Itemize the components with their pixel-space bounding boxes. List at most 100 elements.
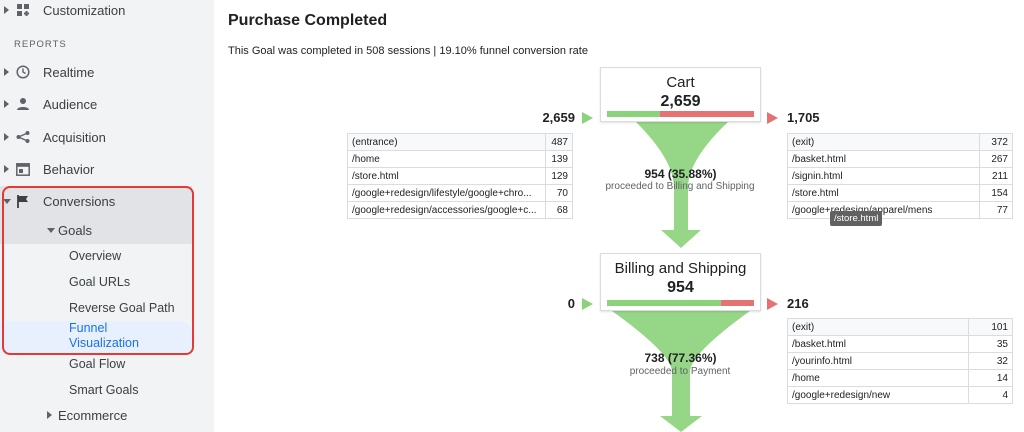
- stage-count: 954: [667, 279, 694, 296]
- value-cell: 154: [978, 184, 1014, 202]
- page-cell: /basket.html: [786, 335, 970, 353]
- entry-arrow-icon: [582, 112, 593, 124]
- table-row[interactable]: /basket.html 35: [786, 335, 1013, 353]
- flag-icon: [16, 194, 30, 208]
- stage-progress-fill: [607, 111, 660, 117]
- stage-exits: 216: [787, 296, 809, 311]
- page-title: Purchase Completed: [228, 12, 388, 29]
- sidebar-item-customization[interactable]: Customization: [0, 0, 214, 24]
- sidebar-item-label: Audience: [43, 96, 98, 112]
- page-cell: /google+redesign/new: [786, 386, 970, 404]
- goal-summary: This Goal was completed in 508 sessions …: [228, 45, 588, 57]
- page-cell: (exit): [787, 133, 980, 151]
- table-row[interactable]: /yourinfo.html 32: [786, 352, 1013, 370]
- table-row[interactable]: /store.html 154: [787, 184, 1014, 202]
- chevron-right-icon: [4, 68, 9, 76]
- table-row[interactable]: /signin.html 211: [787, 167, 1014, 185]
- chevron-down-icon: [47, 227, 55, 233]
- funnel-stage-billing-and-shipping[interactable]: Billing and Shipping 954: [600, 253, 761, 311]
- sidebar-item-goals[interactable]: Goals: [0, 216, 214, 244]
- table-row[interactable]: /store.html 129: [346, 167, 573, 185]
- table-row[interactable]: /home 139: [346, 150, 573, 168]
- sidebar-item-ecommerce[interactable]: Ecommerce: [0, 401, 214, 429]
- page-cell: /signin.html: [787, 167, 980, 185]
- value-cell: 14: [968, 369, 1013, 387]
- table-row[interactable]: /google+redesign/accessories/google+c...…: [346, 201, 573, 219]
- value-cell: 372: [978, 133, 1014, 151]
- sidebar-item-label: Realtime: [43, 64, 95, 80]
- page-cell: /store.html: [346, 167, 547, 185]
- page-cell: /yourinfo.html: [786, 352, 970, 370]
- value-cell: 129: [545, 167, 573, 185]
- goals-section-bg: [0, 216, 192, 244]
- sidebar-item-audience[interactable]: Audience: [0, 90, 214, 118]
- value-cell: 70: [545, 184, 573, 202]
- behavior-icon: [16, 162, 30, 176]
- stage-exits: 1,705: [787, 110, 820, 125]
- value-cell: 487: [545, 133, 573, 151]
- value-cell: 267: [978, 150, 1014, 168]
- page-cell: /google+redesign/apparel/mens: [787, 201, 980, 219]
- funnel-flow-shape-1: [636, 122, 728, 248]
- sidebar-item-conversions[interactable]: Conversions: [0, 187, 214, 215]
- page-cell: /google+redesign/accessories/google+c...: [346, 201, 547, 219]
- table-row[interactable]: (entrance) 487: [346, 133, 573, 151]
- value-cell: 77: [978, 201, 1014, 219]
- table-row[interactable]: /google+redesign/lifestyle/google+chro..…: [346, 184, 573, 202]
- page-cell: (entrance): [346, 133, 547, 151]
- entrance-pages-table: (entrance) 487 /home 139 /store.html 129 /g…: [346, 133, 573, 219]
- stage-count: 2,659: [660, 93, 701, 110]
- sidebar-item-goal-flow[interactable]: Goal Flow: [69, 357, 126, 371]
- table-row[interactable]: /google+redesign/new 4: [786, 386, 1013, 404]
- exit-pages-table: (exit) 372 /basket.html 267 /signin.html 21…: [787, 133, 1014, 219]
- sidebar-item-goal-urls[interactable]: Goal URLs: [69, 275, 131, 289]
- table-row[interactable]: /home 14: [786, 369, 1013, 387]
- stage-name: Billing and Shipping: [614, 260, 747, 277]
- exit-arrow-icon: [767, 298, 778, 310]
- sidebar-item-realtime[interactable]: Realtime: [0, 58, 214, 86]
- clock-icon: [16, 65, 30, 79]
- acquisition-icon: [16, 130, 30, 144]
- table-row[interactable]: /google+redesign/apparel/mens 77: [787, 201, 1014, 219]
- sidebar-item-acquisition[interactable]: Acquisition: [0, 123, 214, 151]
- sidebar-item-label: Conversions: [43, 193, 116, 209]
- value-cell: 35: [968, 335, 1013, 353]
- sidebar-item-label: Customization: [43, 2, 126, 18]
- sidebar-item-label: Acquisition: [43, 129, 106, 145]
- sidebar-item-overview[interactable]: Overview: [69, 249, 122, 263]
- sidebar-item-label: Behavior: [43, 161, 95, 177]
- page-cell: /google+redesign/lifestyle/google+chro..…: [346, 184, 547, 202]
- sidebar-item-funnel-visualization[interactable]: Funnel Visualization: [69, 321, 139, 350]
- table-row[interactable]: (exit) 372: [787, 133, 1014, 151]
- page-cell: /basket.html: [787, 150, 980, 168]
- proceed-percentage: 738 (77.36%): [644, 351, 717, 365]
- active-item-bg: [0, 321, 195, 354]
- funnel-stage-cart[interactable]: Cart 2,659: [600, 67, 761, 122]
- page-cell: (exit): [786, 318, 970, 336]
- table-row[interactable]: /basket.html 267: [787, 150, 1014, 168]
- chevron-down-icon: [3, 198, 11, 204]
- stage-progress-bar: [607, 300, 754, 306]
- exit-arrow-icon: [767, 112, 778, 124]
- stage-entries: 0: [567, 296, 575, 311]
- stage-progress-fill: [607, 300, 721, 306]
- chevron-right-icon: [4, 165, 9, 173]
- sidebar-item-label: Goals: [58, 222, 92, 238]
- proceed-description: proceeded to Billing and Shipping: [605, 181, 755, 192]
- stage-name: Cart: [666, 74, 695, 91]
- funnel-flow-shape-2: [612, 311, 750, 432]
- dashboard-icon: [16, 3, 30, 17]
- proceed-percentage: 954 (35.88%): [644, 167, 717, 181]
- chevron-right-icon: [47, 411, 52, 419]
- sidebar-item-label: Ecommerce: [58, 407, 128, 423]
- value-cell: 211: [978, 167, 1014, 185]
- hover-tooltip: /store.html: [830, 211, 883, 226]
- sidebar-item-smart-goals[interactable]: Smart Goals: [69, 383, 139, 397]
- sidebar-item-reverse-goal-path[interactable]: Reverse Goal Path: [69, 301, 175, 315]
- value-cell: 4: [968, 386, 1013, 404]
- sidebar-item-behavior[interactable]: Behavior: [0, 155, 214, 183]
- value-cell: 101: [968, 318, 1013, 336]
- value-cell: 139: [545, 150, 573, 168]
- table-row[interactable]: (exit) 101: [786, 318, 1013, 336]
- chevron-right-icon: [4, 6, 9, 14]
